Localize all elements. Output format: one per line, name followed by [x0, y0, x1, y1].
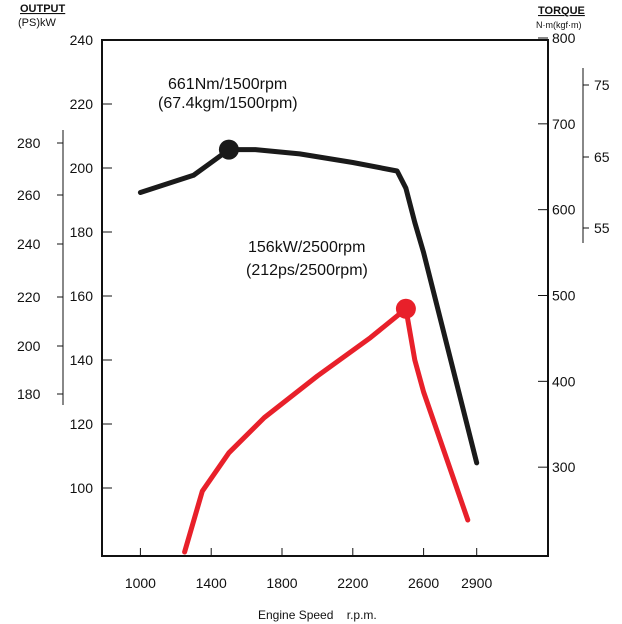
output-curve: [182, 306, 471, 555]
x-tick-label: 2600: [408, 575, 439, 591]
kw-tick-label: 240: [70, 32, 94, 48]
output-peak-label-line2: (212ps/2500rpm): [246, 262, 368, 279]
nm-tick-label: 300: [552, 459, 576, 475]
ps-tick-label: 220: [17, 289, 41, 305]
kw-tick-label: 200: [70, 160, 94, 176]
output-axis-units: (PS)kW: [18, 17, 57, 29]
torque-peak-label-line1: 661Nm/1500rpm: [168, 76, 287, 93]
ps-tick-label: 260: [17, 187, 41, 203]
kw-tick-label: 140: [70, 352, 94, 368]
kw-axis: 240 220 200 180 160 140 120 100: [70, 32, 112, 496]
x-tick-label: 1000: [125, 575, 156, 591]
kw-tick-label: 180: [70, 224, 94, 240]
ps-axis: 280 260 240 220 200 180: [17, 130, 64, 405]
kgfm-tick-label: 65: [594, 149, 610, 165]
kw-tick-label: 120: [70, 416, 94, 432]
nm-tick-label: 600: [552, 202, 576, 218]
torque-peak-label-line2: (67.4kgm/1500rpm): [158, 95, 298, 112]
torque-axis-title: TORQUE: [538, 5, 585, 17]
nm-tick-label: 500: [552, 288, 576, 304]
x-tick-label: 2900: [461, 575, 492, 591]
nm-tick-label: 700: [552, 116, 576, 132]
x-tick-label: 2200: [337, 575, 368, 591]
kgfm-tick-label: 75: [594, 77, 610, 93]
ps-tick-label: 200: [17, 338, 41, 354]
kw-tick-label: 220: [70, 96, 94, 112]
x-axis-label: Engine Speed r.p.m.: [258, 608, 377, 622]
torque-nm-axis: 800 700 600 500 400 300: [538, 30, 576, 475]
output-peak-label-line1: 156kW/2500rpm: [248, 239, 365, 256]
torque-kgfm-axis: 75 65 55: [582, 68, 610, 243]
torque-peak-marker: [218, 139, 239, 160]
x-tick-label: 1400: [196, 575, 227, 591]
nm-tick-label: 400: [552, 373, 576, 389]
ps-tick-label: 280: [17, 135, 41, 151]
ps-tick-label: 180: [17, 386, 41, 402]
kw-tick-label: 100: [70, 480, 94, 496]
output-axis-title: OUTPUT: [20, 3, 66, 15]
plot-area: [101, 39, 549, 557]
series-layer: [137, 139, 480, 555]
x-tick-label: 1800: [266, 575, 297, 591]
kw-tick-label: 160: [70, 288, 94, 304]
x-axis: 1000 1400 1800 2200 2600 2900: [125, 548, 492, 591]
nm-tick-label: 800: [552, 30, 576, 46]
kgfm-tick-label: 55: [594, 220, 610, 236]
output-peak-marker: [395, 298, 416, 319]
ps-tick-label: 240: [17, 236, 41, 252]
torque-curve: [137, 147, 480, 466]
torque-axis-units: N·m(kgf·m): [536, 20, 582, 30]
